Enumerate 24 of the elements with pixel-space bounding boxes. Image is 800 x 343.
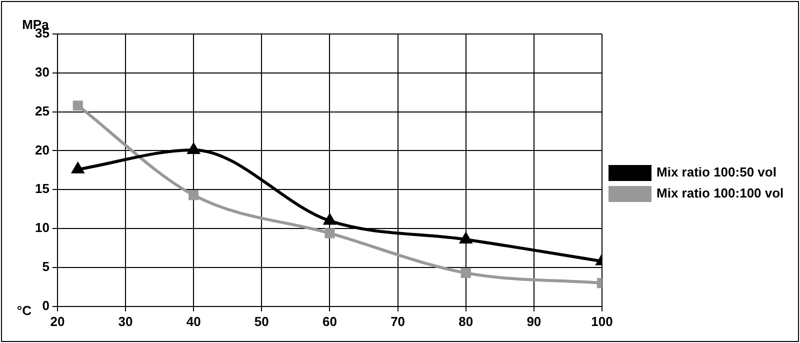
y-tick-label: 25	[34, 103, 50, 118]
point	[188, 143, 200, 154]
y-tick-label: 0	[42, 298, 50, 313]
point	[460, 268, 471, 278]
x-tick-label: 100	[591, 314, 613, 329]
x-tick-label: 50	[254, 314, 269, 329]
y-tick-label: 20	[34, 142, 50, 158]
y-tick-label: 10	[34, 220, 50, 236]
x-tick-label: 40	[186, 314, 201, 329]
point	[324, 214, 336, 225]
x-tick-label: 80	[458, 314, 474, 329]
point	[460, 232, 472, 244]
point	[188, 190, 199, 200]
legend-label: Mix ratio 100:50 vol	[656, 164, 776, 180]
legend-label: Mix ratio 100:100 vol	[656, 186, 784, 201]
x-axis-title: °C	[16, 302, 32, 318]
point	[324, 228, 335, 238]
x-tick-label: 70	[390, 314, 406, 329]
x-tick-label: 60	[322, 314, 337, 329]
x-tick-label: 30	[118, 314, 133, 329]
y-tick-label: 5	[42, 259, 50, 274]
y-tick-label: 30	[34, 64, 50, 80]
y-tick-label: 15	[34, 181, 50, 196]
x-tick-label: 90	[526, 314, 542, 329]
